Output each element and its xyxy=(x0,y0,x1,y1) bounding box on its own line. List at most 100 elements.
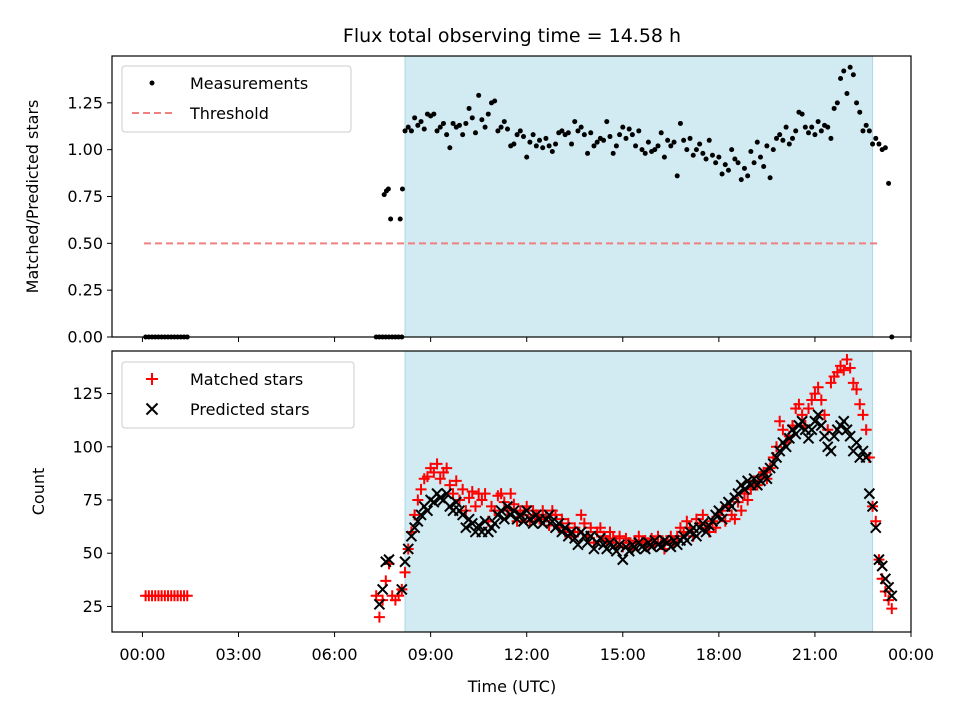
measurement-point xyxy=(831,105,837,111)
bottom-y-tick-label: 100 xyxy=(72,437,103,456)
predicted-star-point xyxy=(508,504,520,517)
measurement-point xyxy=(440,120,446,126)
measurement-point xyxy=(748,149,754,155)
top-y-tick-label: 0.50 xyxy=(67,234,103,253)
measurement-point xyxy=(703,156,709,162)
measurement-point xyxy=(415,122,421,128)
measurement-point xyxy=(511,141,517,147)
measurement-point xyxy=(825,124,831,130)
measurement-point xyxy=(553,141,559,147)
matched-star-point xyxy=(796,409,808,421)
measurement-point xyxy=(770,147,776,153)
predicted-star-point xyxy=(460,521,472,534)
predicted-star-point xyxy=(732,487,744,500)
matched-star-point xyxy=(412,494,424,506)
measurement-point xyxy=(381,192,387,198)
bottom-y-axis-label: Count xyxy=(29,468,48,516)
predicted-star-point xyxy=(613,539,626,551)
measurement-point xyxy=(594,139,600,145)
predicted-star-point xyxy=(866,500,879,513)
measurement-point xyxy=(533,143,539,149)
predicted-star-point xyxy=(841,424,853,436)
measurement-point xyxy=(754,139,760,145)
matched-star-point xyxy=(812,381,824,393)
measurement-point xyxy=(790,135,796,141)
measurement-point xyxy=(434,128,440,134)
predicted-star-point xyxy=(860,451,872,464)
predicted-star-point xyxy=(738,483,751,496)
measurement-point xyxy=(479,117,485,123)
predicted-star-point xyxy=(543,509,555,521)
top-panel: 0.00 0.25 0.50 0.75 1.00 1.25 Matched/Predict… xyxy=(23,55,912,347)
top-x-ticks xyxy=(141,337,912,342)
predicted-star-point xyxy=(761,473,773,485)
predicted-star-point xyxy=(754,475,767,487)
measurement-point xyxy=(620,124,626,130)
predicted-star-point xyxy=(495,504,507,517)
matched-star-point xyxy=(851,383,863,395)
predicted-star-point xyxy=(809,415,821,427)
x-tick-label: 09:00 xyxy=(408,645,454,664)
matched-star-point xyxy=(428,466,440,478)
measurement-point xyxy=(572,119,578,125)
measurement-point xyxy=(863,122,869,128)
predicted-star-point xyxy=(594,532,607,545)
matched-star-point xyxy=(815,394,827,406)
predicted-star-point xyxy=(488,517,501,530)
measurement-point xyxy=(818,128,824,134)
predicted-star-point xyxy=(456,509,469,521)
predicted-star-point xyxy=(421,504,434,517)
measurement-point xyxy=(719,171,725,177)
matched-star-point xyxy=(431,458,443,470)
matched-star-point xyxy=(857,409,869,421)
predicted-star-point xyxy=(501,500,514,513)
measurement-point xyxy=(645,139,651,145)
matched-star-point xyxy=(847,377,859,389)
measurement-point xyxy=(456,122,462,128)
measurement-point xyxy=(565,130,571,136)
predicted-star-point xyxy=(440,487,453,500)
x-tick-label: 21:00 xyxy=(792,645,838,664)
measurement-point xyxy=(601,137,607,143)
measurement-point xyxy=(476,92,482,98)
matched-star-point xyxy=(854,398,866,410)
measurement-point xyxy=(757,154,763,160)
bottom-y-tick-label: 125 xyxy=(72,384,103,403)
predicted-star-point xyxy=(629,543,642,555)
bottom-shade-rect xyxy=(405,351,873,632)
measurement-point xyxy=(633,143,639,149)
top-shaded-region xyxy=(404,56,874,337)
measurement-point xyxy=(866,128,872,134)
predicted-star-point xyxy=(655,541,667,553)
legend-matched-label: Matched stars xyxy=(190,370,303,389)
measurement-point xyxy=(447,145,453,151)
predicted-star-point xyxy=(850,436,863,449)
predicted-star-point xyxy=(802,432,815,444)
matched-star-point xyxy=(681,515,693,527)
measurement-point xyxy=(524,154,530,160)
measurement-point xyxy=(773,135,779,141)
measurement-point xyxy=(767,175,773,181)
measurement-point xyxy=(399,186,405,192)
predicted-star-point xyxy=(818,430,831,442)
legend-measurements-marker xyxy=(149,80,155,86)
matched-star-point xyxy=(441,462,453,474)
measurement-point xyxy=(847,64,853,70)
matched-star-point xyxy=(697,509,709,521)
matched-star-point xyxy=(838,364,850,376)
predicted-star-point xyxy=(863,487,876,500)
matched-star-point xyxy=(370,590,382,602)
top-y-tick-label: 0.00 xyxy=(67,328,103,347)
measurement-point xyxy=(549,149,555,155)
predicted-star-point xyxy=(716,513,728,525)
matched-star-point xyxy=(457,483,469,495)
measurement-point xyxy=(870,141,876,147)
measurement-point xyxy=(495,128,501,134)
predicted-star-point xyxy=(498,513,511,525)
bottom-y-ticks: 25 50 75 100 125 xyxy=(72,384,112,616)
matched-star-point xyxy=(729,513,741,525)
predicted-star-point xyxy=(399,556,411,568)
chart-title: Flux total observing time = 14.58 h xyxy=(343,25,681,47)
predicted-star-point xyxy=(790,428,802,440)
